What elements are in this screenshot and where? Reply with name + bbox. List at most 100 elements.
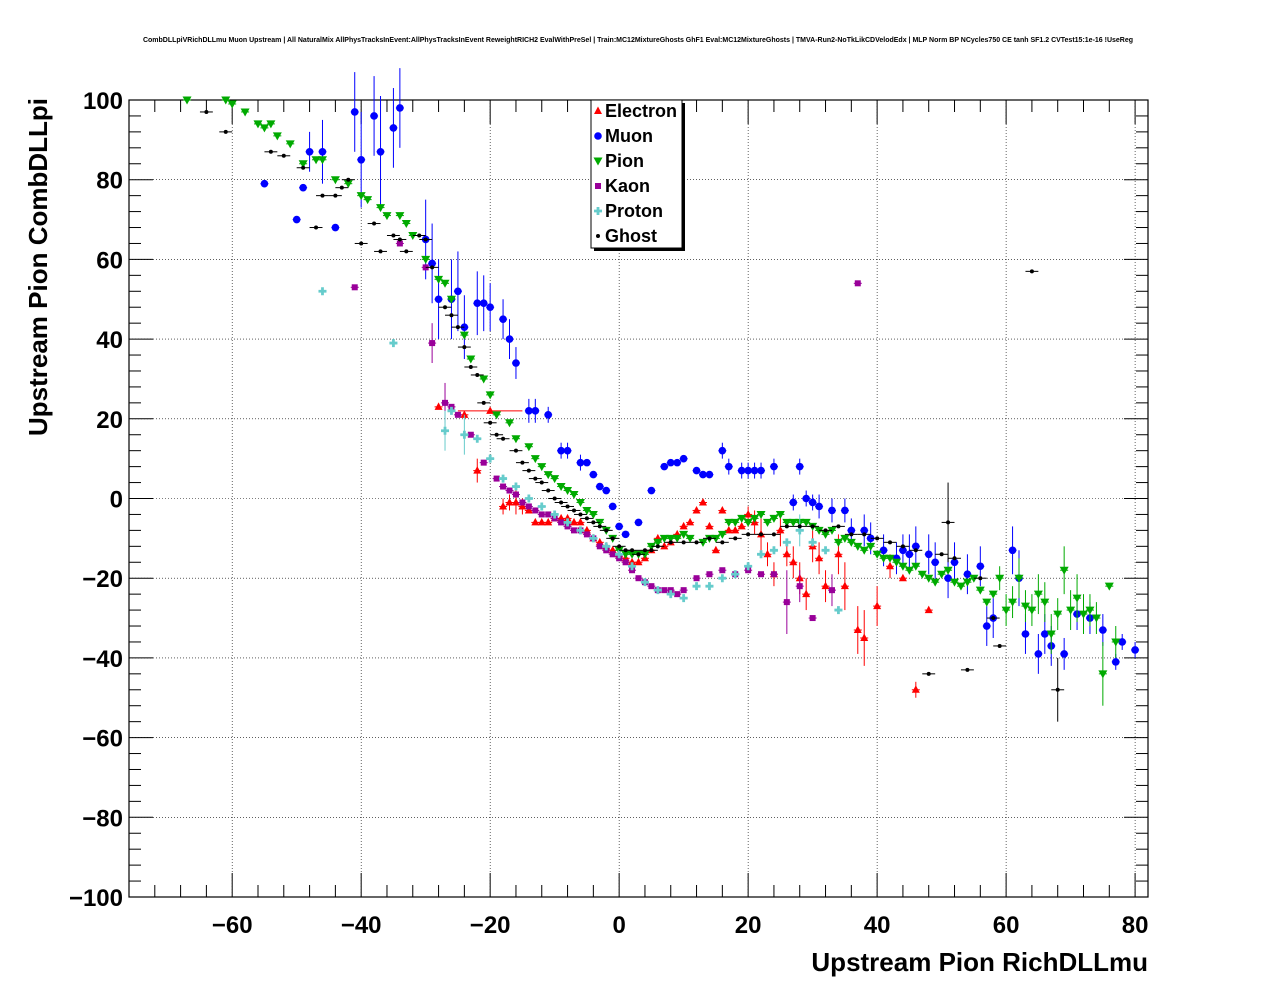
data-point <box>519 499 526 506</box>
data-point <box>823 528 828 533</box>
data-point <box>1021 630 1030 638</box>
data-point <box>706 571 713 578</box>
data-point <box>298 160 308 169</box>
data-point <box>679 454 688 463</box>
data-point <box>505 419 515 428</box>
data-point <box>886 561 895 570</box>
data-point <box>939 552 944 557</box>
data-point <box>301 165 306 170</box>
legend-label: Electron <box>605 101 677 121</box>
data-point <box>860 633 869 641</box>
legend-item-proton: Proton <box>594 201 663 221</box>
data-point <box>615 522 623 531</box>
data-point <box>965 667 970 672</box>
data-point <box>428 259 436 268</box>
data-point <box>447 406 456 415</box>
data-point <box>898 562 908 571</box>
data-point <box>788 518 798 527</box>
data-point <box>589 470 598 479</box>
data-point <box>583 531 590 538</box>
data-point <box>589 534 598 543</box>
data-point <box>311 156 321 165</box>
legend-item-ghost: Ghost <box>596 226 657 246</box>
data-point <box>539 480 544 485</box>
data-point <box>988 590 998 599</box>
data-point <box>621 530 630 539</box>
data-point <box>227 100 237 109</box>
data-point <box>459 331 469 340</box>
data-point <box>1099 626 1107 634</box>
data-point <box>789 557 798 566</box>
data-point <box>673 458 681 467</box>
data-point <box>339 185 344 190</box>
data-point <box>468 364 473 369</box>
legend-marker <box>594 106 602 114</box>
data-point <box>533 476 538 481</box>
data-point <box>485 391 495 400</box>
data-point <box>320 193 325 198</box>
data-point <box>911 685 920 693</box>
data-point <box>572 508 577 513</box>
data-point <box>885 554 895 563</box>
data-point <box>330 176 340 185</box>
legend-marker <box>593 157 603 166</box>
data-point <box>692 582 701 591</box>
data-point <box>846 538 856 547</box>
series-ghost <box>199 109 1065 722</box>
data-point <box>705 470 714 479</box>
data-markers <box>182 68 1140 722</box>
data-point <box>1111 638 1121 647</box>
legend-marker <box>594 207 602 216</box>
data-point <box>679 521 688 530</box>
legend-label: Muon <box>605 126 653 146</box>
y-tick-label: 80 <box>96 168 123 195</box>
data-point <box>731 570 740 579</box>
data-point <box>610 536 615 541</box>
data-point <box>634 557 643 566</box>
legend-item-electron: Electron <box>594 101 677 121</box>
data-point <box>604 528 609 533</box>
data-point <box>318 148 327 156</box>
data-point <box>429 340 436 347</box>
data-point <box>879 546 888 555</box>
data-point <box>563 446 572 455</box>
data-point <box>511 482 520 491</box>
data-point <box>724 525 733 534</box>
data-point <box>501 436 506 441</box>
data-point <box>946 520 951 525</box>
data-point <box>866 542 876 551</box>
data-point <box>1104 582 1114 591</box>
data-point <box>900 544 905 549</box>
data-point <box>834 606 843 615</box>
data-point <box>719 567 726 574</box>
data-point <box>401 220 411 229</box>
data-point <box>1029 269 1034 274</box>
data-point <box>292 215 301 224</box>
data-point <box>538 511 545 518</box>
data-point <box>730 518 740 527</box>
x-tick-label: −60 <box>212 912 253 939</box>
data-point <box>924 605 933 614</box>
data-point <box>692 505 701 514</box>
data-point <box>305 148 314 156</box>
data-point <box>440 279 450 288</box>
data-point <box>840 581 849 590</box>
data-point <box>750 514 760 523</box>
data-point <box>597 524 602 529</box>
data-point <box>558 519 565 526</box>
data-point <box>576 526 585 535</box>
data-point <box>621 550 631 559</box>
data-point <box>511 497 520 506</box>
data-point <box>672 534 682 543</box>
data-point <box>356 192 366 201</box>
data-point <box>797 524 802 529</box>
data-point <box>693 575 700 582</box>
data-point <box>531 517 540 526</box>
data-point <box>546 488 551 493</box>
data-point <box>771 532 776 537</box>
data-point <box>904 566 914 575</box>
data-point <box>563 513 572 522</box>
data-point <box>758 571 765 578</box>
data-point <box>441 426 450 435</box>
data-point <box>649 548 654 553</box>
